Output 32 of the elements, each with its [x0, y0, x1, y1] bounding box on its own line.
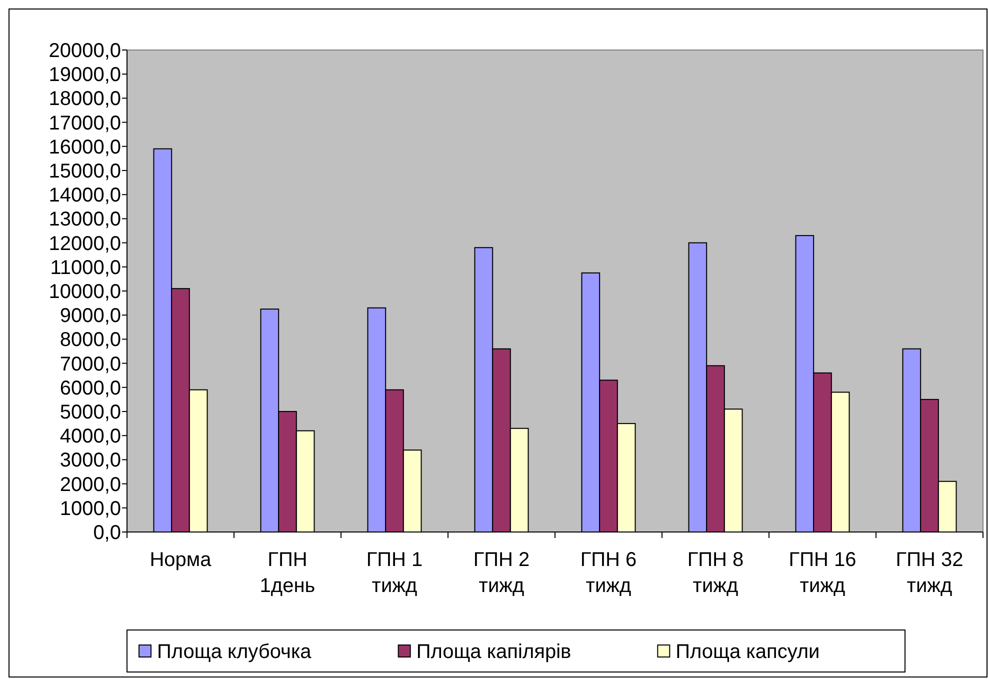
y-tick-label: 12000,0: [48, 232, 121, 255]
legend-label: Площа капілярів: [416, 641, 572, 663]
y-tick-label: 1000,0: [60, 498, 121, 520]
y-tick-label: 15000,0: [48, 160, 121, 182]
y-tick-label: 6000,0: [60, 377, 121, 400]
x-tick-label: ГПН 32 тижд: [896, 549, 964, 597]
y-tick-label: 2000,0: [60, 474, 121, 496]
x-tick-label: Норма: [150, 549, 212, 571]
legend-label: Площа капсули: [676, 641, 820, 663]
y-tick-label: 9000,0: [60, 305, 121, 328]
y-tick-label: 7000,0: [60, 353, 121, 376]
y-tick-label: 3000,0: [60, 450, 121, 472]
y-tick-label: 0,0: [93, 522, 121, 544]
y-tick-label: 13000,0: [48, 208, 121, 231]
y-tick-label: 10000,0: [48, 281, 121, 303]
legend-label: Площа клубочка: [157, 641, 312, 663]
y-tick-label: 14000,0: [48, 184, 121, 207]
x-tick-label: ГПН 1день: [260, 549, 316, 597]
x-tick-label: ГПН 2 тижд: [473, 549, 530, 597]
y-tick-label: 4000,0: [60, 426, 121, 448]
x-tick-label: ГПН 1 тижд: [366, 549, 423, 597]
y-tick-label: 5000,0: [60, 402, 121, 424]
x-tick-label: ГПН 6 тижд: [580, 549, 637, 597]
y-tick-label: 16000,0: [48, 136, 121, 158]
y-tick-label: 19000,0: [48, 64, 121, 86]
y-tick-label: 11000,0: [50, 256, 121, 279]
x-tick-label: ГПН 8 тижд: [687, 549, 744, 597]
y-tick-label: 17000,0: [48, 112, 121, 134]
y-tick-label: 8000,0: [60, 329, 121, 352]
y-tick-label: 18000,0: [48, 88, 121, 110]
x-tick-label: ГПН 16 тижд: [788, 549, 856, 597]
y-tick-label: 20000,0: [48, 40, 121, 62]
